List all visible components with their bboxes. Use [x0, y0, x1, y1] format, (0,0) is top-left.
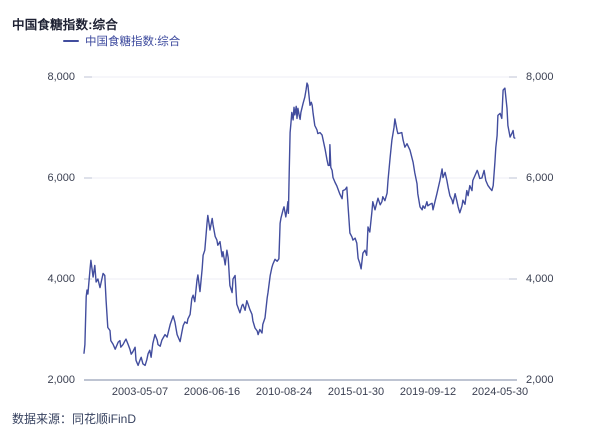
legend-label: 中国食糖指数:综合 — [85, 36, 181, 48]
x-axis-tick-3: 2010-08-24 — [255, 386, 313, 398]
y-axis-left-tick-8000: 8,000 — [47, 71, 75, 83]
y-axis-left-tick-2000: 2,000 — [47, 374, 75, 386]
x-axis-tick-6: 2024-05-30 — [471, 386, 529, 398]
page-title: 中国食糖指数:综合 — [12, 18, 118, 32]
legend-item[interactable]: 中国食糖指数:综合 — [63, 34, 180, 48]
data-source-note: 数据来源：同花顺iFinD — [12, 412, 137, 426]
x-axis-tick-2: 2006-06-16 — [183, 386, 241, 398]
y-axis-left-tick-4000: 4,000 — [47, 273, 75, 285]
y-axis-right-tick-8000: 8,000 — [526, 71, 554, 83]
y-axis-right-tick-4000: 4,000 — [526, 273, 554, 285]
y-axis-right-tick-6000: 6,000 — [526, 172, 554, 184]
legend-line-marker-icon — [63, 39, 79, 43]
x-axis-tick-4: 2015-01-30 — [327, 386, 385, 398]
y-axis-left-tick-6000: 6,000 — [47, 172, 75, 184]
x-axis-tick-5: 2019-09-12 — [399, 386, 457, 398]
x-axis-tick-1: 2003-05-07 — [111, 386, 169, 398]
y-axis-right-tick-2000: 2,000 — [526, 374, 554, 386]
